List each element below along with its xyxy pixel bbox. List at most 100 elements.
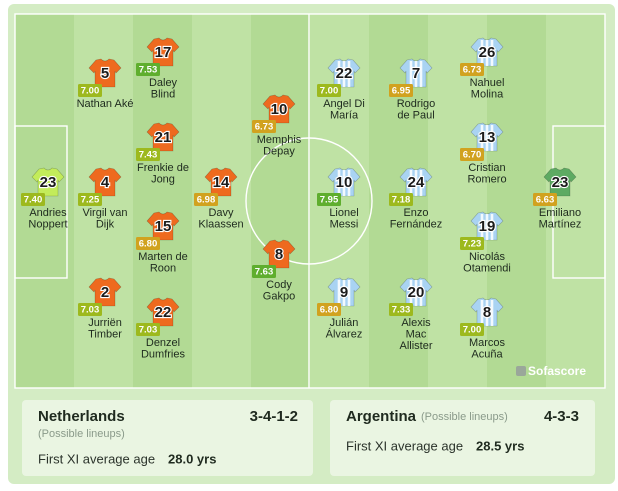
jersey-stripe xyxy=(480,125,484,151)
player-name: Angel Di xyxy=(323,98,365,110)
rating: 6.73 xyxy=(463,65,482,76)
player-name: Messi xyxy=(330,218,359,230)
jersey-stripe xyxy=(409,61,413,87)
player-name: Romero xyxy=(467,173,506,185)
jersey xyxy=(146,211,180,241)
rating-badge xyxy=(389,84,413,97)
formation: 4-3-3 xyxy=(544,408,579,425)
jersey-number: 13 xyxy=(479,129,496,146)
rating-badge xyxy=(136,323,160,336)
jersey-stripe xyxy=(480,300,484,326)
player-name: Mac xyxy=(406,328,427,340)
jersey-stripe xyxy=(409,170,413,196)
player-name: Noppert xyxy=(28,218,67,230)
formation: 3-4-1-2 xyxy=(250,408,298,425)
rating-badge xyxy=(460,63,484,76)
rating-badge xyxy=(136,237,160,250)
player-name: Cody xyxy=(266,279,292,291)
player-name: de Paul xyxy=(397,109,434,121)
jersey-stripe xyxy=(337,170,341,196)
player-name: Allister xyxy=(399,340,432,352)
jersey xyxy=(31,167,65,197)
rating-badge xyxy=(78,303,102,316)
rating-badge xyxy=(460,237,484,250)
jersey-number: 8 xyxy=(275,246,283,263)
player-name: Martínez xyxy=(539,218,582,230)
player-name: Molina xyxy=(471,88,504,100)
lineup-note: (Possible lineups) xyxy=(421,411,508,423)
jersey xyxy=(262,94,296,124)
rating: 6.80 xyxy=(320,305,339,316)
jersey-stripe xyxy=(337,61,341,87)
jersey-stripe xyxy=(342,61,346,87)
jersey-stripe xyxy=(342,170,346,196)
rating-badge xyxy=(317,303,341,316)
jersey-number: 8 xyxy=(483,304,491,321)
rating: 6.73 xyxy=(255,122,274,133)
jersey-number: 22 xyxy=(155,304,172,321)
jersey-number: 9 xyxy=(340,284,348,301)
jersey-number: 17 xyxy=(155,44,172,61)
player-name: Memphis xyxy=(257,134,302,146)
jersey-number: 2 xyxy=(101,284,109,301)
player-name: Blind xyxy=(151,88,175,100)
jersey-stripe xyxy=(337,280,341,306)
rating: 7.40 xyxy=(24,195,43,206)
rating: 7.00 xyxy=(81,86,100,97)
player-name: Otamendi xyxy=(463,262,511,274)
player-name: Roon xyxy=(150,262,176,274)
player-name: Marten de xyxy=(138,251,188,263)
jersey xyxy=(88,58,122,88)
player-name: Denzel xyxy=(146,337,180,349)
player-name: Dijk xyxy=(96,218,115,230)
rating: 7.33 xyxy=(392,305,411,316)
jersey-stripe xyxy=(347,61,351,87)
rating-badge xyxy=(533,193,557,206)
rating: 7.00 xyxy=(463,325,482,336)
jersey-number: 26 xyxy=(479,44,496,61)
jersey-stripe xyxy=(485,125,489,151)
age-label: First XI average age xyxy=(38,451,155,466)
team-name: Netherlands xyxy=(38,408,125,425)
jersey-number: 15 xyxy=(155,218,172,235)
jersey-stripe xyxy=(485,214,489,240)
player-name: Frenkie de xyxy=(137,162,189,174)
jersey-number: 10 xyxy=(336,174,353,191)
player-name: Marcos xyxy=(469,337,506,349)
age-value: 28.0 yrs xyxy=(168,451,216,466)
rating: 7.23 xyxy=(463,239,482,250)
player-name: Lionel xyxy=(329,207,358,219)
jersey-number: 23 xyxy=(552,174,569,191)
rating: 6.98 xyxy=(197,195,216,206)
jersey-stripe xyxy=(419,280,423,306)
rating-badge xyxy=(460,148,484,161)
rating-badge xyxy=(136,63,160,76)
jersey-number: 4 xyxy=(101,174,110,191)
jersey xyxy=(146,37,180,67)
rating-badge xyxy=(317,84,341,97)
jersey-stripe xyxy=(485,300,489,326)
player-name: María xyxy=(330,109,359,121)
jersey xyxy=(146,122,180,152)
rating-badge xyxy=(317,193,341,206)
rating-badge xyxy=(252,120,276,133)
rating: 7.53 xyxy=(139,65,158,76)
jersey-stripe xyxy=(414,170,418,196)
player-name: Enzo xyxy=(403,207,428,219)
jersey-stripe xyxy=(419,61,423,87)
rating-badge xyxy=(78,84,102,97)
rating-badge xyxy=(252,265,276,278)
pitch-stripe xyxy=(251,14,310,388)
